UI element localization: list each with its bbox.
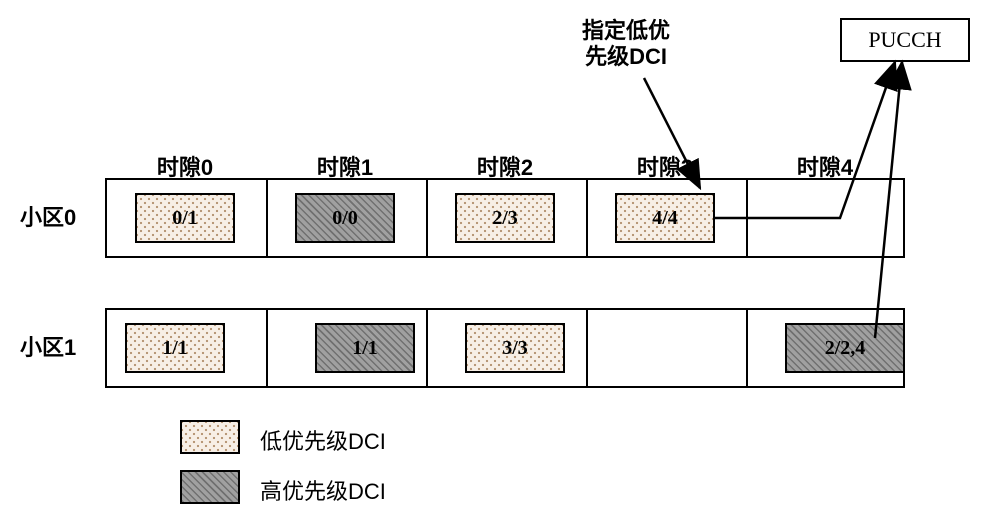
legend-swatch-high: [180, 470, 240, 504]
dci-box: 0/0: [295, 193, 395, 243]
dci-box: 1/1: [315, 323, 415, 373]
slot-divider: [266, 308, 268, 388]
legend-swatch-low: [180, 420, 240, 454]
slot-divider: [586, 178, 588, 258]
dci-box: 3/3: [465, 323, 565, 373]
row-label-0: 小区0: [20, 200, 76, 232]
slot-divider: [266, 178, 268, 258]
slot-divider: [586, 308, 588, 388]
legend-text-high: 高优先级DCI: [260, 474, 386, 506]
slot-divider: [426, 308, 428, 388]
slot-divider: [746, 178, 748, 258]
dci-box: 1/1: [125, 323, 225, 373]
slot-divider: [746, 308, 748, 388]
pucch-box: PUCCH: [840, 18, 970, 62]
annotation-low-priority-dci: 指定低优 先级DCI: [582, 18, 670, 71]
dci-box: 2/3: [455, 193, 555, 243]
slot-divider: [426, 178, 428, 258]
legend-text-low: 低优先级DCI: [260, 424, 386, 456]
dci-box: 2/2,4: [785, 323, 905, 373]
dci-box: 4/4: [615, 193, 715, 243]
dci-box: 0/1: [135, 193, 235, 243]
row-label-1: 小区1: [20, 330, 76, 362]
